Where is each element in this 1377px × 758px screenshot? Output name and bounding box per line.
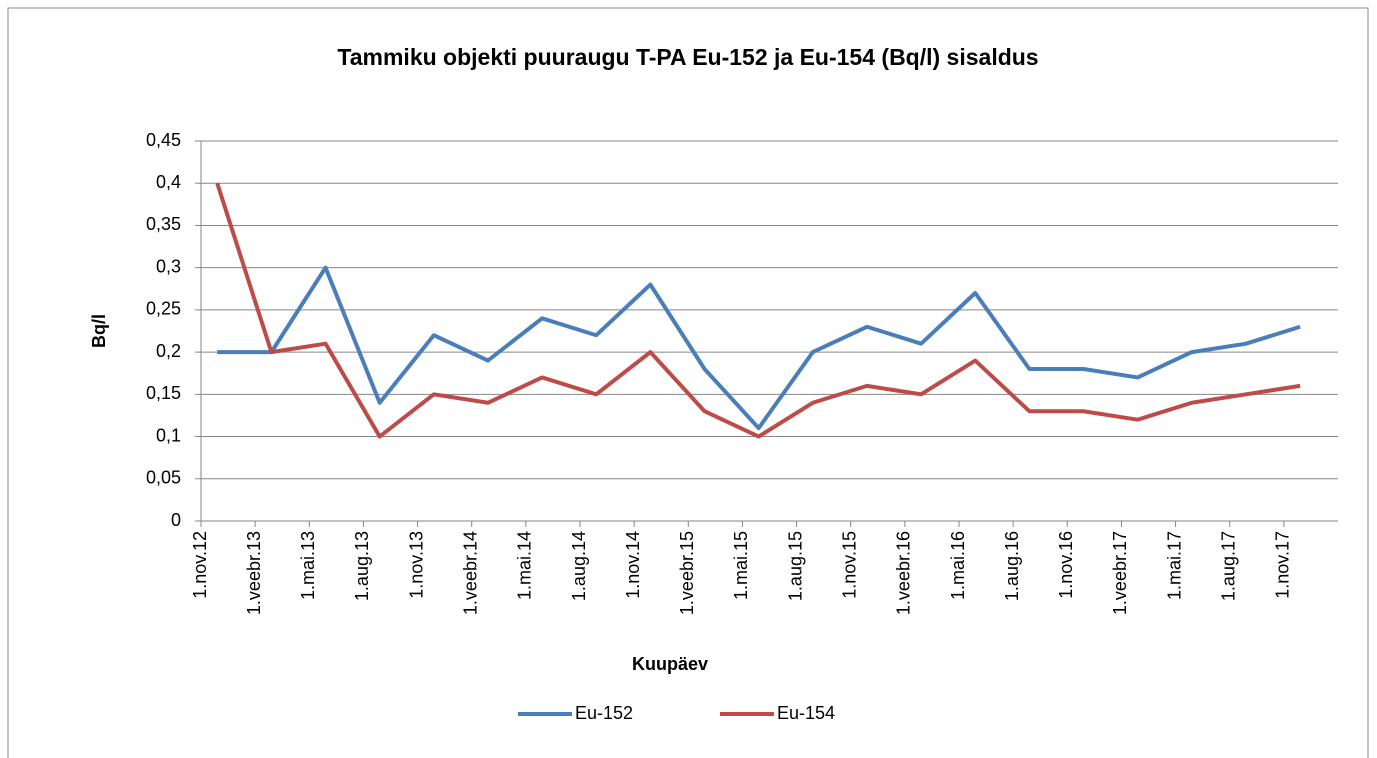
x-tick-label: 1.aug.15 — [785, 531, 805, 601]
y-tick-label: 0,2 — [156, 341, 181, 361]
x-tick-label: 1.nov.12 — [190, 531, 210, 599]
y-tick-label: 0,4 — [156, 172, 181, 192]
series-line — [215, 182, 1301, 439]
x-tick-label: 1.mai.13 — [298, 531, 318, 600]
x-tick-label: 1.aug.16 — [1002, 531, 1022, 601]
x-tick-label: 1.nov.16 — [1056, 531, 1076, 599]
x-axis-label: Kuupäev — [632, 654, 708, 674]
y-tick-label: 0,15 — [146, 383, 181, 403]
x-tick-label: 1.veebr.16 — [894, 531, 914, 615]
x-tick-label: 1.veebr.13 — [244, 531, 264, 615]
x-tick-label: 1.veebr.14 — [460, 531, 480, 615]
series-line — [217, 265, 1301, 431]
legend-label: Eu-154 — [777, 703, 835, 723]
y-tick-label: 0 — [171, 510, 181, 530]
y-tick-label: 0,3 — [156, 256, 181, 276]
y-tick-label: 0,05 — [146, 468, 181, 488]
y-axis-label: Bq/l — [89, 314, 109, 348]
x-tick-label: 1.aug.17 — [1218, 531, 1238, 601]
x-tick-label: 1.nov.13 — [406, 531, 426, 599]
y-tick-label: 0,1 — [156, 425, 181, 445]
x-tick-label: 1.veebr.15 — [677, 531, 697, 615]
legend-label: Eu-152 — [575, 703, 633, 723]
x-tick-label: 1.aug.13 — [352, 531, 372, 601]
y-tick-label: 0,45 — [146, 130, 181, 150]
x-tick-label: 1.aug.14 — [569, 531, 589, 601]
x-tick-label: 1.mai.14 — [515, 531, 535, 600]
x-tick-label: 1.nov.17 — [1273, 531, 1293, 599]
x-tick-label: 1.mai.16 — [948, 531, 968, 600]
x-tick-label: 1.nov.14 — [623, 531, 643, 599]
x-tick-label: 1.veebr.17 — [1110, 531, 1130, 615]
y-tick-label: 0,35 — [146, 214, 181, 234]
x-tick-label: 1.nov.15 — [839, 531, 859, 599]
chart-border — [7, 7, 1369, 758]
x-tick-label: 1.mai.17 — [1164, 531, 1184, 600]
y-tick-label: 0,25 — [146, 299, 181, 319]
chart-title: Tammiku objekti puuraugu T-PA Eu-152 ja … — [337, 44, 1038, 70]
x-tick-label: 1.mai.15 — [731, 531, 751, 600]
